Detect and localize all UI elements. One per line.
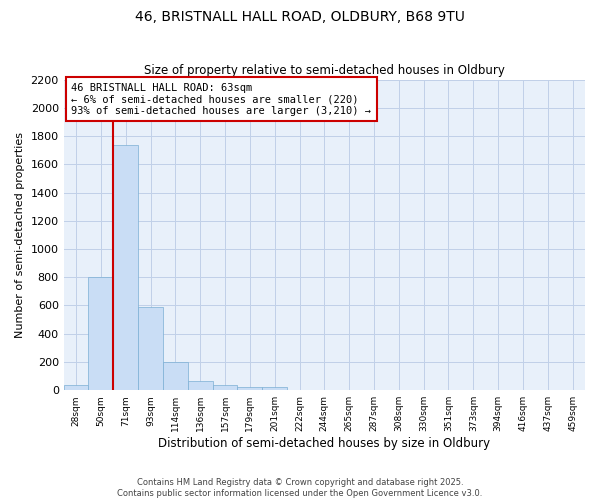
Text: 46, BRISTNALL HALL ROAD, OLDBURY, B68 9TU: 46, BRISTNALL HALL ROAD, OLDBURY, B68 9T… xyxy=(135,10,465,24)
Bar xyxy=(238,386,262,390)
Bar xyxy=(188,381,212,390)
Bar xyxy=(88,277,113,390)
X-axis label: Distribution of semi-detached houses by size in Oldbury: Distribution of semi-detached houses by … xyxy=(158,437,490,450)
Bar xyxy=(212,386,238,390)
Bar xyxy=(113,144,138,390)
Bar xyxy=(163,362,188,390)
Bar xyxy=(262,388,287,390)
Text: 46 BRISTNALL HALL ROAD: 63sqm
← 6% of semi-detached houses are smaller (220)
93%: 46 BRISTNALL HALL ROAD: 63sqm ← 6% of se… xyxy=(71,82,371,116)
Bar xyxy=(138,307,163,390)
Bar xyxy=(64,384,88,390)
Title: Size of property relative to semi-detached houses in Oldbury: Size of property relative to semi-detach… xyxy=(144,64,505,77)
Text: Contains HM Land Registry data © Crown copyright and database right 2025.
Contai: Contains HM Land Registry data © Crown c… xyxy=(118,478,482,498)
Y-axis label: Number of semi-detached properties: Number of semi-detached properties xyxy=(15,132,25,338)
